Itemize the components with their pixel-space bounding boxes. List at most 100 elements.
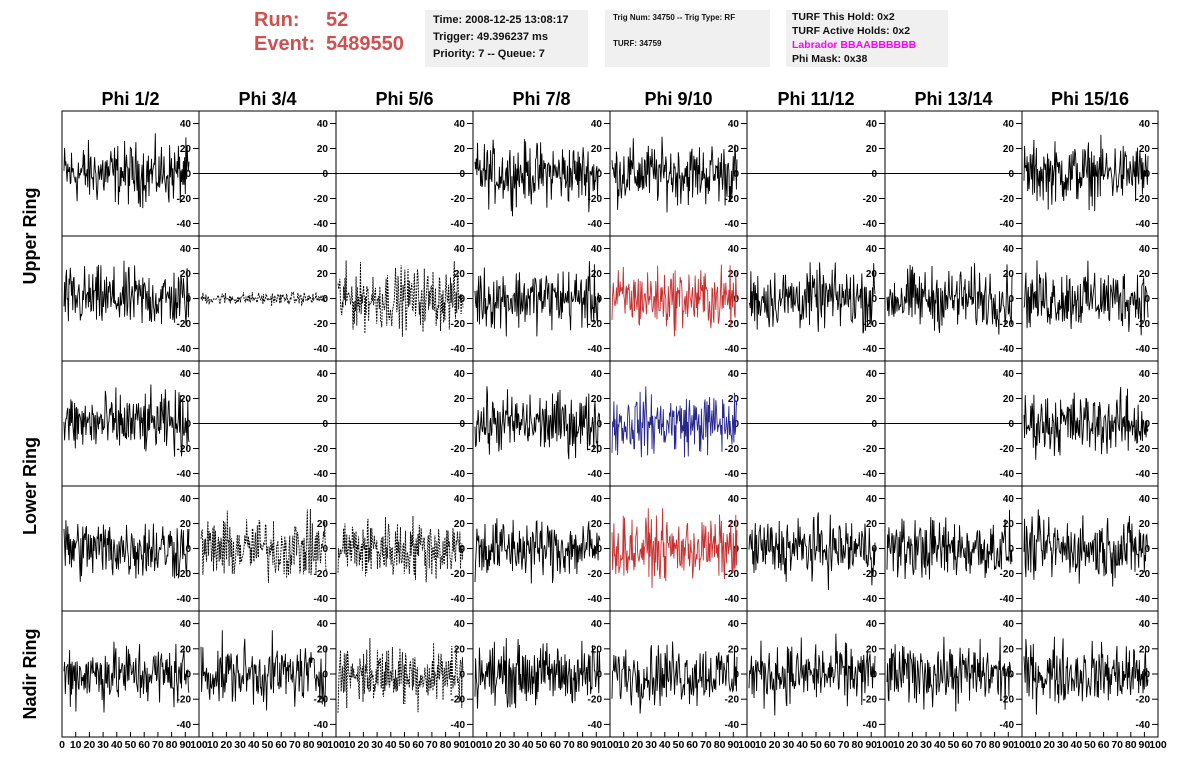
y-tick-label: -20 <box>1000 194 1015 205</box>
x-tick-label: 90 <box>727 739 739 751</box>
x-tick-label: 20 <box>769 739 781 751</box>
x-tick-label: 70 <box>152 739 164 751</box>
panel-frame <box>61 110 200 237</box>
trig-text: Trig Num: 34750 -- Trig Type: RF <box>613 13 736 22</box>
y-tick-label: 20 <box>317 644 329 655</box>
y-tick-label: -40 <box>725 720 740 731</box>
y-tick-label: 20 <box>1139 269 1151 280</box>
waveform <box>748 262 876 334</box>
y-tick-label: -20 <box>725 695 740 706</box>
y-tick-label: -20 <box>1000 569 1015 580</box>
y-tick-label: -40 <box>725 469 740 480</box>
x-tick-label: 20 <box>1043 739 1055 751</box>
x-tick-label: 0 <box>59 739 65 751</box>
waveform <box>200 291 327 307</box>
column-header: Phi 9/10 <box>644 89 712 109</box>
y-tick-label: -40 <box>725 219 740 230</box>
y-tick-label: -20 <box>177 194 192 205</box>
y-tick-label: -20 <box>725 319 740 330</box>
y-tick-label: -20 <box>177 695 192 706</box>
y-tick-label: 20 <box>728 519 740 530</box>
y-tick-label: -40 <box>177 594 192 605</box>
trigger-text: Trigger: 49.396237 ms <box>433 31 548 43</box>
time-info-box: Time: 2008-12-25 13:08:17 Trigger: 49.39… <box>425 10 588 67</box>
x-tick-label: 100 <box>327 739 345 751</box>
y-tick-label: -40 <box>314 344 329 355</box>
y-tick-label: 0 <box>733 419 739 430</box>
run-event-header: Run: 52 Event: 5489550 <box>254 8 404 56</box>
y-tick-label: 40 <box>1003 119 1015 130</box>
y-tick-label: 40 <box>454 619 466 630</box>
y-tick-label: -40 <box>451 469 466 480</box>
y-tick-label: 20 <box>866 519 878 530</box>
y-tick-label: 20 <box>180 269 192 280</box>
column-header: Phi 1/2 <box>101 89 159 109</box>
x-tick-label: 10 <box>755 739 767 751</box>
x-tick-label: 100 <box>1013 739 1031 751</box>
y-tick-label: 40 <box>866 244 878 255</box>
x-tick-label: 90 <box>1139 739 1151 751</box>
waveform <box>1023 636 1149 715</box>
y-tick-label: 0 <box>871 169 877 180</box>
x-tick-label: 60 <box>686 739 698 751</box>
x-tick-label: 20 <box>221 739 233 751</box>
y-tick-label: 20 <box>1003 269 1015 280</box>
x-tick-label: 60 <box>549 739 561 751</box>
x-tick-label: 50 <box>1084 739 1096 751</box>
y-tick-label: -40 <box>588 594 603 605</box>
x-tick-label: 60 <box>275 739 287 751</box>
waveform <box>611 136 738 213</box>
x-tick-label: 100 <box>464 739 482 751</box>
y-tick-label: 40 <box>454 119 466 130</box>
x-tick-label: 80 <box>852 739 864 751</box>
x-tick-label: 80 <box>166 739 178 751</box>
y-tick-label: -20 <box>1000 319 1015 330</box>
x-tick-label: 40 <box>1071 739 1083 751</box>
x-tick-label: 70 <box>426 739 438 751</box>
y-tick-label: -40 <box>1136 594 1151 605</box>
trig-info-box: Trig Num: 34750 -- Trig Type: RF TURF: 3… <box>605 10 770 67</box>
x-tick-label: 70 <box>975 739 987 751</box>
run-label: Run: <box>254 9 300 31</box>
y-tick-label: 20 <box>728 144 740 155</box>
y-tick-label: 20 <box>454 519 466 530</box>
y-tick-label: -40 <box>314 219 329 230</box>
y-tick-label: 0 <box>596 169 602 180</box>
y-tick-label: -40 <box>314 720 329 731</box>
y-tick-label: 0 <box>733 294 739 305</box>
y-tick-label: 20 <box>180 644 192 655</box>
waveform <box>200 630 327 711</box>
y-tick-label: -20 <box>451 319 466 330</box>
y-tick-label: -20 <box>1136 444 1151 455</box>
y-tick-label: 20 <box>317 144 329 155</box>
x-tick-label: 30 <box>783 739 795 751</box>
y-tick-label: -40 <box>177 720 192 731</box>
x-tick-label: 80 <box>989 739 1001 751</box>
x-tick-label: 60 <box>961 739 973 751</box>
y-tick-label: 40 <box>866 369 878 380</box>
x-tick-label: 10 <box>344 739 356 751</box>
y-tick-label: -20 <box>451 695 466 706</box>
x-tick-label: 30 <box>1057 739 1069 751</box>
y-tick-label: 40 <box>866 494 878 505</box>
y-tick-label: 20 <box>1003 644 1015 655</box>
panel-frame <box>609 235 748 362</box>
y-tick-label: -20 <box>1000 695 1015 706</box>
y-tick-label: -20 <box>1136 194 1151 205</box>
phi-mask-text: Phi Mask: 0x38 <box>792 53 868 65</box>
x-tick-label: 50 <box>262 739 274 751</box>
waveform <box>611 641 738 714</box>
x-tick-label: 90 <box>316 739 328 751</box>
y-tick-label: 20 <box>866 144 878 155</box>
y-tick-label: -40 <box>1000 344 1015 355</box>
y-tick-label: 0 <box>459 419 465 430</box>
waveform <box>1023 386 1149 460</box>
y-tick-label: 40 <box>1003 244 1015 255</box>
y-tick-label: 20 <box>591 144 603 155</box>
y-tick-label: 40 <box>1139 369 1151 380</box>
y-tick-label: 0 <box>185 169 191 180</box>
y-tick-label: 40 <box>1003 619 1015 630</box>
x-tick-label: 50 <box>125 739 137 751</box>
y-tick-label: -20 <box>314 444 329 455</box>
